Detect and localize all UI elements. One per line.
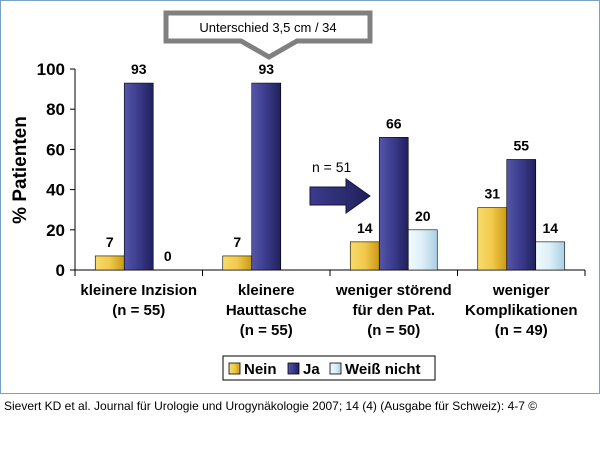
y-axis-title: % Patienten bbox=[10, 116, 31, 224]
legend-swatch-weiss-nicht bbox=[329, 362, 342, 375]
bar-nein bbox=[94, 255, 125, 271]
x-category-label: (n = 55) bbox=[112, 302, 165, 319]
figure-frame bbox=[0, 0, 600, 394]
x-category-label: Hauttasche bbox=[226, 302, 307, 319]
bar-chart: % Patienten 0 20 40 60 80 100 7 7 14 31 93 93 66 55 0… bbox=[10, 10, 586, 381]
y-tick-label: 40 bbox=[46, 181, 65, 200]
x-category-label: (n = 49) bbox=[495, 322, 548, 339]
value-label-ja: 93 bbox=[258, 61, 274, 77]
y-tick-label: 60 bbox=[46, 140, 65, 159]
bar-nein bbox=[349, 241, 380, 271]
callout-text: Unterschied 3,5 cm / 34 bbox=[199, 20, 336, 35]
value-labels: 7 7 14 31 93 93 66 55 0 20 14 bbox=[106, 61, 558, 264]
value-label-nein: 7 bbox=[106, 234, 114, 250]
x-category-label: weniger bbox=[492, 282, 550, 299]
bar-ja bbox=[506, 159, 537, 271]
bar-weiss-nicht bbox=[535, 241, 566, 271]
x-category-label: kleinere Inzision bbox=[80, 282, 197, 299]
bar-weiss-nicht bbox=[407, 229, 438, 271]
bar-ja bbox=[251, 82, 282, 271]
value-label-weiss-nicht: 14 bbox=[542, 220, 558, 236]
legend-swatch-nein bbox=[228, 362, 241, 375]
source-caption: Sievert KD et al. Journal für Urologie u… bbox=[4, 399, 538, 413]
x-category-label: Komplikationen bbox=[465, 302, 578, 319]
bar-nein bbox=[222, 255, 253, 271]
legend: Nein Ja Weiß nicht bbox=[222, 355, 436, 381]
legend-label-nein: Nein bbox=[244, 361, 277, 378]
legend-label-ja: Ja bbox=[303, 361, 320, 378]
arrow-text: n = 51 bbox=[312, 159, 352, 175]
value-label-ja: 93 bbox=[131, 61, 147, 77]
x-category-label: weniger störend bbox=[335, 282, 452, 299]
x-category-label: kleinere bbox=[238, 282, 295, 299]
y-tick-label: 20 bbox=[46, 221, 65, 240]
arrow-right-icon bbox=[309, 178, 371, 214]
y-tick-label: 100 bbox=[37, 60, 65, 79]
value-label-nein: 14 bbox=[357, 220, 373, 236]
legend-swatch-ja bbox=[287, 362, 300, 375]
callout-shape bbox=[163, 10, 373, 60]
value-label-weiss-nicht: 20 bbox=[415, 208, 431, 224]
value-label-weiss-nicht: 0 bbox=[164, 248, 172, 264]
bar-ja bbox=[378, 137, 409, 271]
legend-box bbox=[222, 355, 436, 381]
value-label-ja: 66 bbox=[386, 115, 402, 131]
x-category-label: (n = 50) bbox=[367, 322, 420, 339]
difference-callout: Unterschied 3,5 cm / 34 bbox=[163, 10, 373, 60]
x-category-label: (n = 55) bbox=[240, 322, 293, 339]
y-tick-label: 0 bbox=[56, 261, 65, 280]
n-arrow-annotation: n = 51 bbox=[309, 159, 371, 214]
value-label-nein: 31 bbox=[484, 186, 500, 202]
y-tick-label: 80 bbox=[46, 100, 65, 119]
value-label-nein: 7 bbox=[233, 234, 241, 250]
bar-ja bbox=[123, 82, 154, 271]
category-labels: kleinere Inzision (n = 55) kleinere Hauttas… bbox=[80, 282, 577, 339]
legend-label-weiss-nicht: Weiß nicht bbox=[345, 361, 421, 378]
x-category-label: für den Pat. bbox=[352, 302, 435, 319]
bar-nein bbox=[477, 207, 508, 271]
value-label-ja: 55 bbox=[513, 137, 529, 153]
bars bbox=[94, 82, 566, 271]
